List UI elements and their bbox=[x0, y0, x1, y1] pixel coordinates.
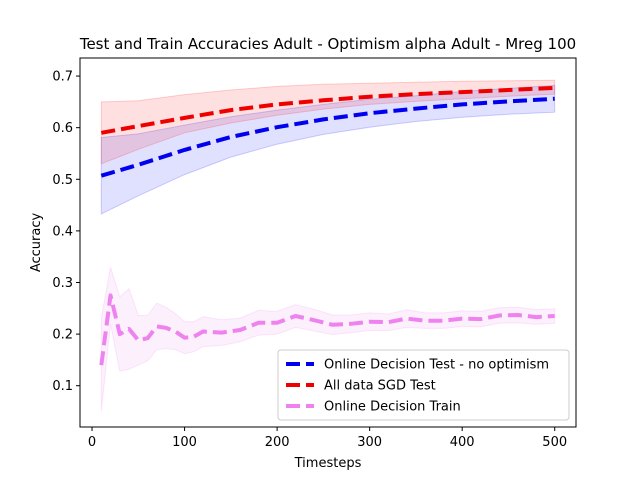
legend-label-online-decision-train: Online Decision Train bbox=[324, 400, 461, 415]
x-tick-label: 200 bbox=[265, 435, 290, 450]
y-tick-label: 0.4 bbox=[52, 224, 73, 239]
x-tick-label: 100 bbox=[172, 435, 197, 450]
series-line-online-decision-test-no-optimism bbox=[100, 96, 555, 178]
y-tick-label: 0.3 bbox=[52, 276, 73, 291]
plot-frame bbox=[79, 57, 577, 428]
x-tick-label: 300 bbox=[357, 435, 382, 450]
chart-title: Test and Train Accuracies Adult - Optimi… bbox=[79, 35, 576, 53]
axes bbox=[79, 57, 577, 428]
y-tick-label: 0.5 bbox=[52, 173, 73, 188]
y-axis-label: Accuracy bbox=[29, 213, 44, 273]
legend: Online Decision Test - no optimism All da… bbox=[277, 349, 570, 421]
y-tick-label: 0.1 bbox=[52, 379, 73, 394]
legend-label-online-decision-test-no-optimism: Online Decision Test - no optimism bbox=[324, 358, 549, 373]
ticks: 0 100 200 300 400 500 0.1 0.2 0.3 0.4 0.5 0.6 0.7 bbox=[52, 70, 567, 450]
confidence-band-online-decision-test-no-optimism bbox=[100, 84, 556, 215]
confidence-bands bbox=[100, 79, 556, 412]
series-line-online-decision-train bbox=[99, 293, 555, 366]
x-tick-label: 0 bbox=[88, 435, 96, 450]
y-tick-label: 0.7 bbox=[52, 70, 73, 85]
confidence-band-all-data-sgd-test bbox=[100, 79, 556, 165]
x-tick-label: 500 bbox=[542, 435, 567, 450]
y-tick-label: 0.6 bbox=[52, 121, 73, 136]
legend-label-all-data-sgd-test: All data SGD Test bbox=[324, 379, 436, 394]
legend-box bbox=[277, 349, 570, 421]
series-lines bbox=[99, 85, 555, 366]
series-line-all-data-sgd-test bbox=[100, 85, 555, 135]
x-tick-label: 400 bbox=[450, 435, 475, 450]
confidence-band-online-decision-train bbox=[100, 266, 556, 412]
y-tick-label: 0.2 bbox=[52, 328, 73, 343]
x-axis-label: Timesteps bbox=[294, 456, 362, 471]
